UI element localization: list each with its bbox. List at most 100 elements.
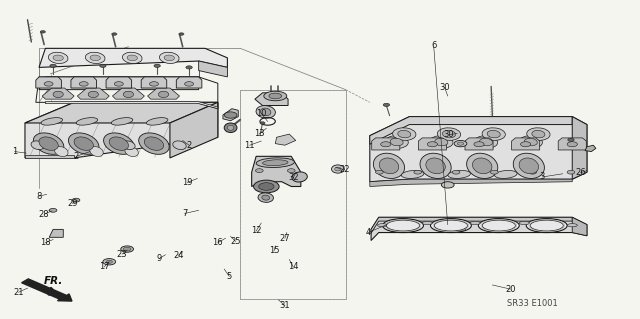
Polygon shape	[42, 88, 74, 99]
Ellipse shape	[49, 52, 68, 63]
Ellipse shape	[519, 221, 529, 225]
Ellipse shape	[224, 123, 237, 132]
Ellipse shape	[385, 136, 408, 148]
Ellipse shape	[532, 130, 545, 138]
Text: 29: 29	[67, 199, 77, 208]
Ellipse shape	[380, 158, 399, 174]
Ellipse shape	[54, 147, 68, 157]
Ellipse shape	[467, 153, 498, 178]
Ellipse shape	[437, 128, 461, 140]
Text: 6: 6	[431, 41, 436, 50]
Text: 28: 28	[39, 210, 49, 219]
Polygon shape	[148, 88, 179, 99]
Text: SR33 E1001: SR33 E1001	[507, 299, 557, 308]
Ellipse shape	[397, 130, 411, 138]
Ellipse shape	[332, 165, 344, 173]
Ellipse shape	[442, 182, 454, 188]
Ellipse shape	[567, 170, 575, 174]
Polygon shape	[511, 138, 540, 150]
Ellipse shape	[260, 108, 271, 116]
Ellipse shape	[111, 118, 132, 125]
Ellipse shape	[76, 118, 98, 125]
Ellipse shape	[335, 167, 341, 171]
Ellipse shape	[530, 220, 563, 231]
Text: 16: 16	[212, 238, 223, 247]
Ellipse shape	[490, 170, 498, 174]
Ellipse shape	[173, 141, 186, 150]
Ellipse shape	[414, 170, 422, 174]
Ellipse shape	[262, 160, 288, 166]
Polygon shape	[572, 217, 587, 236]
Polygon shape	[25, 102, 218, 158]
Polygon shape	[372, 138, 400, 150]
Ellipse shape	[526, 219, 567, 233]
Ellipse shape	[448, 170, 470, 178]
Text: 2: 2	[74, 152, 79, 161]
Ellipse shape	[422, 221, 433, 225]
Ellipse shape	[527, 128, 550, 140]
Ellipse shape	[74, 137, 93, 150]
Ellipse shape	[186, 66, 192, 69]
Ellipse shape	[478, 219, 519, 233]
Ellipse shape	[520, 142, 531, 147]
Ellipse shape	[139, 133, 169, 154]
Ellipse shape	[262, 195, 269, 200]
Ellipse shape	[376, 170, 383, 174]
Ellipse shape	[41, 118, 63, 125]
Ellipse shape	[50, 64, 56, 67]
Ellipse shape	[53, 55, 63, 61]
Text: 13: 13	[254, 129, 265, 138]
Text: 24: 24	[173, 251, 184, 260]
Ellipse shape	[159, 52, 179, 63]
Ellipse shape	[224, 112, 237, 118]
Ellipse shape	[100, 64, 106, 67]
Text: 8: 8	[36, 191, 42, 201]
Text: 5: 5	[227, 272, 232, 281]
Text: 31: 31	[280, 301, 290, 310]
Ellipse shape	[482, 220, 515, 231]
Ellipse shape	[150, 82, 159, 86]
Polygon shape	[223, 109, 238, 121]
Ellipse shape	[519, 158, 539, 174]
Ellipse shape	[568, 138, 574, 141]
Text: 21: 21	[13, 288, 24, 297]
Ellipse shape	[393, 128, 416, 140]
Text: 1: 1	[12, 147, 17, 156]
Ellipse shape	[159, 91, 169, 98]
Polygon shape	[170, 102, 218, 158]
Ellipse shape	[227, 125, 234, 130]
Text: 19: 19	[182, 178, 193, 187]
Ellipse shape	[90, 55, 100, 61]
Polygon shape	[141, 77, 167, 88]
Ellipse shape	[112, 33, 117, 35]
Ellipse shape	[88, 91, 99, 98]
Ellipse shape	[458, 142, 464, 145]
Ellipse shape	[49, 208, 57, 212]
Text: FR.: FR.	[44, 276, 63, 286]
Ellipse shape	[127, 55, 138, 61]
Polygon shape	[370, 117, 587, 182]
Text: 7: 7	[182, 209, 188, 218]
Ellipse shape	[264, 91, 287, 101]
Ellipse shape	[454, 140, 467, 147]
Ellipse shape	[144, 137, 164, 150]
Ellipse shape	[567, 224, 577, 227]
Ellipse shape	[373, 153, 404, 178]
Text: 12: 12	[251, 226, 261, 235]
Polygon shape	[275, 134, 296, 145]
Ellipse shape	[31, 141, 44, 150]
Text: 30: 30	[444, 130, 454, 139]
Text: 30: 30	[439, 83, 450, 92]
Ellipse shape	[383, 219, 424, 233]
FancyArrow shape	[22, 279, 72, 301]
Ellipse shape	[53, 91, 63, 98]
Polygon shape	[572, 117, 587, 179]
Text: 2: 2	[186, 141, 192, 150]
Ellipse shape	[378, 224, 388, 227]
Polygon shape	[176, 77, 202, 88]
Text: 22: 22	[339, 165, 349, 174]
Ellipse shape	[487, 130, 500, 138]
Polygon shape	[419, 138, 447, 150]
Ellipse shape	[456, 228, 466, 231]
Ellipse shape	[253, 180, 279, 193]
